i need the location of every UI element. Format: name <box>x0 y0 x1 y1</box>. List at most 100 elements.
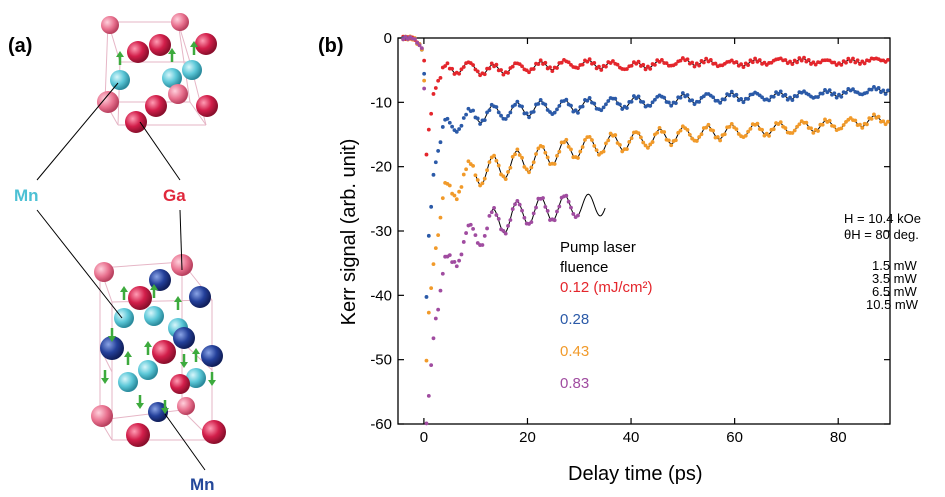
data-point-0.28 <box>629 99 634 104</box>
x-tick-label: 20 <box>519 429 536 446</box>
mn-atom <box>138 360 158 380</box>
data-point-0.83 <box>436 307 441 312</box>
data-point-0.28 <box>592 101 597 106</box>
data-point-0.28 <box>471 108 475 113</box>
data-point-0.28 <box>641 100 646 104</box>
data-point-0.43 <box>604 141 608 146</box>
data-point-0.12 <box>858 62 862 66</box>
spin-arrow-head <box>116 51 124 57</box>
x-tick-label: 40 <box>623 429 640 446</box>
mn-atom <box>186 368 206 388</box>
data-point-0.43 <box>827 118 832 123</box>
data-point-0.43 <box>662 130 667 134</box>
data-point-0.12 <box>443 64 448 68</box>
data-point-0.43 <box>638 135 643 140</box>
data-point-0.43 <box>722 132 727 137</box>
data-points <box>401 34 890 426</box>
data-point-0.28 <box>587 96 592 100</box>
data-point-0.43 <box>440 196 445 201</box>
data-point-0.12 <box>506 70 510 75</box>
data-point-0.43 <box>715 135 720 139</box>
data-point-0.28 <box>729 89 734 94</box>
data-point-0.43 <box>881 119 886 124</box>
data-point-0.83 <box>487 213 492 218</box>
data-point-0.43 <box>452 193 457 198</box>
data-point-0.43 <box>869 116 874 121</box>
data-point-0.12 <box>471 63 475 67</box>
spin-arrow-head <box>208 380 216 386</box>
y-axis-label: Kerr signal (arb. unit) <box>338 139 360 326</box>
data-point-0.12 <box>431 92 436 96</box>
data-point-0.43 <box>727 125 732 129</box>
data-point-0.43 <box>534 152 538 156</box>
x-axis-label: Delay time (ps) <box>568 463 702 485</box>
data-point-0.43 <box>506 169 510 174</box>
data-point-0.12 <box>615 62 620 67</box>
data-point-0.43 <box>552 162 557 166</box>
data-point-0.28 <box>697 100 702 104</box>
data-point-0.43 <box>513 152 517 157</box>
data-point-0.43 <box>536 146 541 151</box>
data-point-0.12 <box>664 61 669 66</box>
data-point-0.12 <box>802 55 806 60</box>
data-point-0.83 <box>480 243 485 247</box>
data-point-0.12 <box>520 64 524 69</box>
data-point-0.43 <box>475 178 480 182</box>
data-point-0.12 <box>625 67 629 71</box>
data-point-0.12 <box>652 62 657 67</box>
panel-b-label: (b) <box>318 35 344 57</box>
data-point-0.28 <box>576 110 580 115</box>
ga-atom <box>128 286 152 310</box>
data-point-0.83 <box>468 222 473 227</box>
legend-entry-0.28: 0.28 <box>560 311 589 328</box>
data-point-0.83 <box>489 210 494 215</box>
data-point-0.83 <box>440 271 445 276</box>
data-point-0.43 <box>839 126 844 131</box>
ga-atom <box>152 340 176 364</box>
data-point-0.83 <box>522 215 527 220</box>
data-point-0.83 <box>508 218 513 222</box>
ga-atom-back <box>101 16 119 34</box>
data-point-0.83 <box>557 204 562 209</box>
data-point-0.43 <box>669 143 674 148</box>
data-point-0.28 <box>601 105 606 110</box>
data-point-0.28 <box>834 95 839 100</box>
mn-atom <box>110 70 130 90</box>
data-point-0.83 <box>529 220 534 225</box>
data-point-0.12 <box>604 64 608 69</box>
data-point-0.28 <box>524 111 529 116</box>
data-point-0.83 <box>531 211 536 216</box>
data-point-0.43 <box>823 117 827 122</box>
y-tick-label: -60 <box>370 416 392 433</box>
data-point-0.83 <box>431 336 436 341</box>
ga-atom <box>127 41 149 63</box>
data-point-0.43 <box>496 163 501 168</box>
ga-atom <box>202 420 226 444</box>
data-point-0.12 <box>797 56 802 60</box>
data-point-0.28 <box>520 104 524 109</box>
mn-dark-atom <box>173 327 195 349</box>
data-point-0.12 <box>753 56 757 61</box>
ga-atom <box>145 95 167 117</box>
data-point-0.12 <box>494 62 499 67</box>
data-point-0.43 <box>594 148 599 153</box>
data-point-0.43 <box>527 170 531 175</box>
data-point-0.12 <box>648 66 653 71</box>
data-point-0.83 <box>576 213 580 218</box>
data-point-0.12 <box>461 65 466 69</box>
data-point-0.43 <box>522 165 527 169</box>
data-point-0.12 <box>659 57 664 62</box>
data-point-0.12 <box>750 60 755 65</box>
data-point-0.83 <box>513 202 517 207</box>
data-point-0.12 <box>697 63 702 68</box>
data-point-0.43 <box>636 131 641 136</box>
legend-entry-0.83: 0.83 <box>560 375 589 392</box>
data-point-0.12 <box>678 58 683 63</box>
data-point-0.83 <box>412 37 417 41</box>
data-point-0.12 <box>704 56 709 61</box>
data-point-0.12 <box>713 61 718 66</box>
data-point-0.83 <box>415 40 420 45</box>
data-point-0.43 <box>760 127 764 132</box>
y-tick-label: -50 <box>370 352 392 369</box>
